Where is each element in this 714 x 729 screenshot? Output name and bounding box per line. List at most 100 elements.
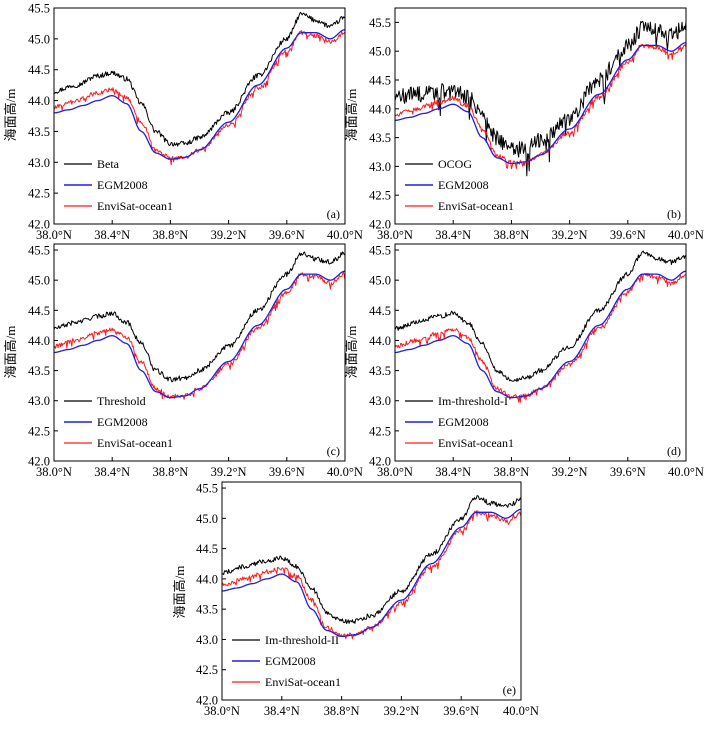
- y-tick-label: 44.5: [369, 304, 391, 318]
- y-tick-label: 44.5: [369, 74, 391, 88]
- y-tick-label: 43.5: [28, 364, 50, 378]
- y-tick-label: 42.0: [28, 218, 50, 232]
- y-axis-label: 海面高/m: [344, 326, 359, 379]
- legend-label: Im-threshold-II: [265, 633, 339, 647]
- y-tick-label: 42.5: [28, 424, 50, 438]
- y-tick-label: 43.5: [369, 364, 391, 378]
- plot-frame: [53, 243, 346, 462]
- y-tick-label: 45.0: [196, 512, 218, 526]
- y-tick-label: 42.5: [369, 424, 391, 438]
- x-tick-label: 38.8°N: [152, 228, 188, 242]
- y-tick-label: 45.5: [28, 244, 50, 258]
- x-tick-label: 38.8°N: [152, 465, 188, 479]
- x-tick-label: 39.2°N: [552, 465, 588, 479]
- panel-label: (a): [327, 207, 340, 221]
- x-tick-label: 38.4°N: [435, 228, 471, 242]
- plot-frame: [394, 7, 687, 225]
- legend-label: EnviSat-ocean1: [97, 436, 173, 450]
- x-tick-label: 40.0°N: [668, 228, 704, 242]
- legend-label: Beta: [97, 157, 120, 171]
- x-tick-label: 38.4°N: [94, 465, 130, 479]
- y-tick-label: 42.0: [28, 455, 50, 469]
- series-line-egm2008: [394, 270, 687, 399]
- x-tick-label: 38.0°N: [377, 228, 413, 242]
- y-tick-label: 44.0: [369, 102, 391, 116]
- y-tick-label: 44.0: [28, 94, 50, 108]
- x-tick-label: 38.8°N: [493, 465, 529, 479]
- y-tick-label: 42.0: [369, 218, 391, 232]
- y-tick-label: 43.5: [196, 603, 218, 617]
- legend-label: EGM2008: [438, 415, 489, 429]
- x-tick-label: 38.0°N: [204, 704, 240, 718]
- series-line-egm2008: [53, 28, 346, 160]
- y-tick-label: 44.5: [196, 542, 218, 556]
- y-tick-label: 42.0: [196, 694, 218, 708]
- y-tick-label: 43.0: [196, 633, 218, 647]
- series-line-egm2008: [53, 270, 346, 399]
- plot-frame: [221, 481, 522, 701]
- y-axis-label: 海面高/m: [3, 89, 18, 142]
- series-line-im-threshold-ii: [222, 495, 522, 624]
- x-tick-label: 39.6°N: [443, 704, 479, 718]
- y-tick-label: 43.0: [369, 160, 391, 174]
- legend-label: EnviSat-ocean1: [265, 675, 341, 689]
- y-tick-label: 44.0: [28, 334, 50, 348]
- x-tick-label: 39.2°N: [211, 228, 247, 242]
- y-tick-label: 45.0: [28, 274, 50, 288]
- legend-label: EGM2008: [265, 654, 316, 668]
- series-line-threshold: [53, 251, 346, 383]
- x-tick-label: 38.0°N: [377, 465, 413, 479]
- plot-frame: [394, 243, 687, 462]
- y-tick-label: 42.5: [196, 663, 218, 677]
- panel-c: 38.0°N 38.4°N 38.8°N 39.2°N 39.6°N 40.0°N 42.0…: [3, 243, 363, 479]
- panel-b: 38.0°N 38.4°N 38.8°N 39.2°N 39.6°N 40.0°N 42.0…: [344, 7, 704, 242]
- series-line-im-threshold-i: [394, 250, 687, 382]
- x-tick-label: 40.0°N: [503, 704, 539, 718]
- legend-label: EnviSat-ocean1: [438, 436, 514, 450]
- y-tick-label: 45.5: [369, 244, 391, 258]
- x-tick-label: 38.8°N: [324, 704, 360, 718]
- legend-label: EGM2008: [97, 415, 148, 429]
- series-line-beta: [53, 11, 346, 147]
- x-tick-label: 39.6°N: [269, 465, 305, 479]
- legend-label: OCOG: [438, 157, 472, 171]
- y-tick-label: 45.5: [369, 16, 391, 30]
- x-tick-label: 39.6°N: [610, 228, 646, 242]
- y-tick-label: 43.0: [369, 394, 391, 408]
- y-tick-label: 44.5: [28, 63, 50, 77]
- y-tick-label: 44.0: [196, 572, 218, 586]
- series-line-envisat-ocean1: [394, 272, 687, 403]
- series-line-envisat-ocean1: [53, 30, 346, 166]
- panel-label: (d): [667, 444, 681, 458]
- series-line-envisat-ocean1: [53, 271, 346, 400]
- panel-label: (e): [503, 683, 516, 697]
- y-axis-label: 海面高/m: [172, 566, 187, 619]
- y-tick-label: 45.5: [28, 2, 50, 16]
- legend-label: EnviSat-ocean1: [97, 199, 173, 213]
- y-tick-label: 43.5: [28, 125, 50, 139]
- y-tick-label: 44.0: [369, 334, 391, 348]
- x-tick-label: 39.2°N: [211, 465, 247, 479]
- legend-label: Threshold: [97, 394, 146, 408]
- x-tick-label: 39.6°N: [610, 465, 646, 479]
- x-tick-label: 39.2°N: [383, 704, 419, 718]
- y-tick-label: 43.0: [28, 156, 50, 170]
- x-tick-label: 39.2°N: [552, 228, 588, 242]
- panel-d: 38.0°N 38.4°N 38.8°N 39.2°N 39.6°N 40.0°N 42.0…: [344, 243, 704, 479]
- series-line-egm2008: [394, 41, 687, 165]
- series-line-ocog: [394, 20, 687, 177]
- panel-e: 38.0°N 38.4°N 38.8°N 39.2°N 39.6°N 40.0°N 42.0…: [172, 481, 539, 718]
- y-tick-label: 43.0: [28, 394, 50, 408]
- y-tick-label: 44.5: [28, 304, 50, 318]
- legend-label: EGM2008: [438, 178, 489, 192]
- x-tick-label: 40.0°N: [327, 465, 363, 479]
- x-tick-label: 38.0°N: [36, 465, 72, 479]
- y-tick-label: 42.0: [369, 455, 391, 469]
- x-tick-label: 38.8°N: [493, 228, 529, 242]
- x-tick-label: 38.4°N: [94, 228, 130, 242]
- x-tick-label: 38.4°N: [435, 465, 471, 479]
- panel-label: (c): [327, 444, 340, 458]
- x-tick-label: 40.0°N: [668, 465, 704, 479]
- panel-label: (b): [667, 207, 681, 221]
- y-tick-label: 45.0: [28, 32, 50, 46]
